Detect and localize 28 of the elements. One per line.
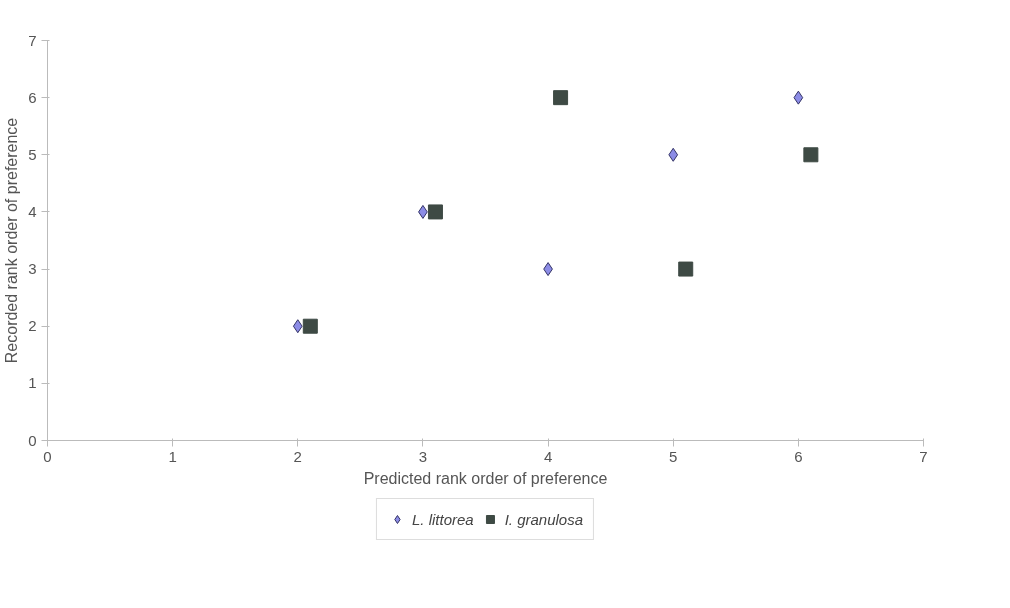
x-tick-label: 2 [293, 447, 302, 465]
y-tick-label: 6 [28, 88, 37, 106]
legend-label: L. littorea [411, 510, 474, 528]
y-tick-label: 7 [28, 31, 37, 49]
y-tick-label: 5 [28, 145, 37, 163]
point [553, 90, 569, 106]
y-axis-title: Recorded rank order of preference [3, 117, 21, 364]
y-tick-label: 0 [28, 431, 37, 449]
x-tick-label: 0 [43, 447, 52, 465]
x-tick-label: 1 [168, 447, 177, 465]
y-tick-label: 4 [28, 202, 37, 220]
point [668, 147, 679, 162]
point [302, 318, 318, 334]
x-tick-label: 4 [543, 447, 553, 465]
legend-label: I. granulosa [504, 510, 584, 528]
y-tick-label: 2 [28, 317, 37, 335]
y-tick-label: 3 [28, 260, 37, 278]
point [292, 319, 303, 334]
point [793, 90, 804, 105]
point [678, 261, 694, 277]
point [803, 147, 819, 163]
x-tick-label: 7 [919, 447, 928, 465]
x-axis-title: Predicted rank order of preference [363, 469, 608, 487]
y-tick-label: 1 [28, 374, 37, 392]
x-tick-label: 5 [669, 447, 678, 465]
x-tick-label: 3 [418, 447, 428, 465]
x-tick-label: 6 [794, 447, 803, 465]
point [427, 204, 443, 220]
